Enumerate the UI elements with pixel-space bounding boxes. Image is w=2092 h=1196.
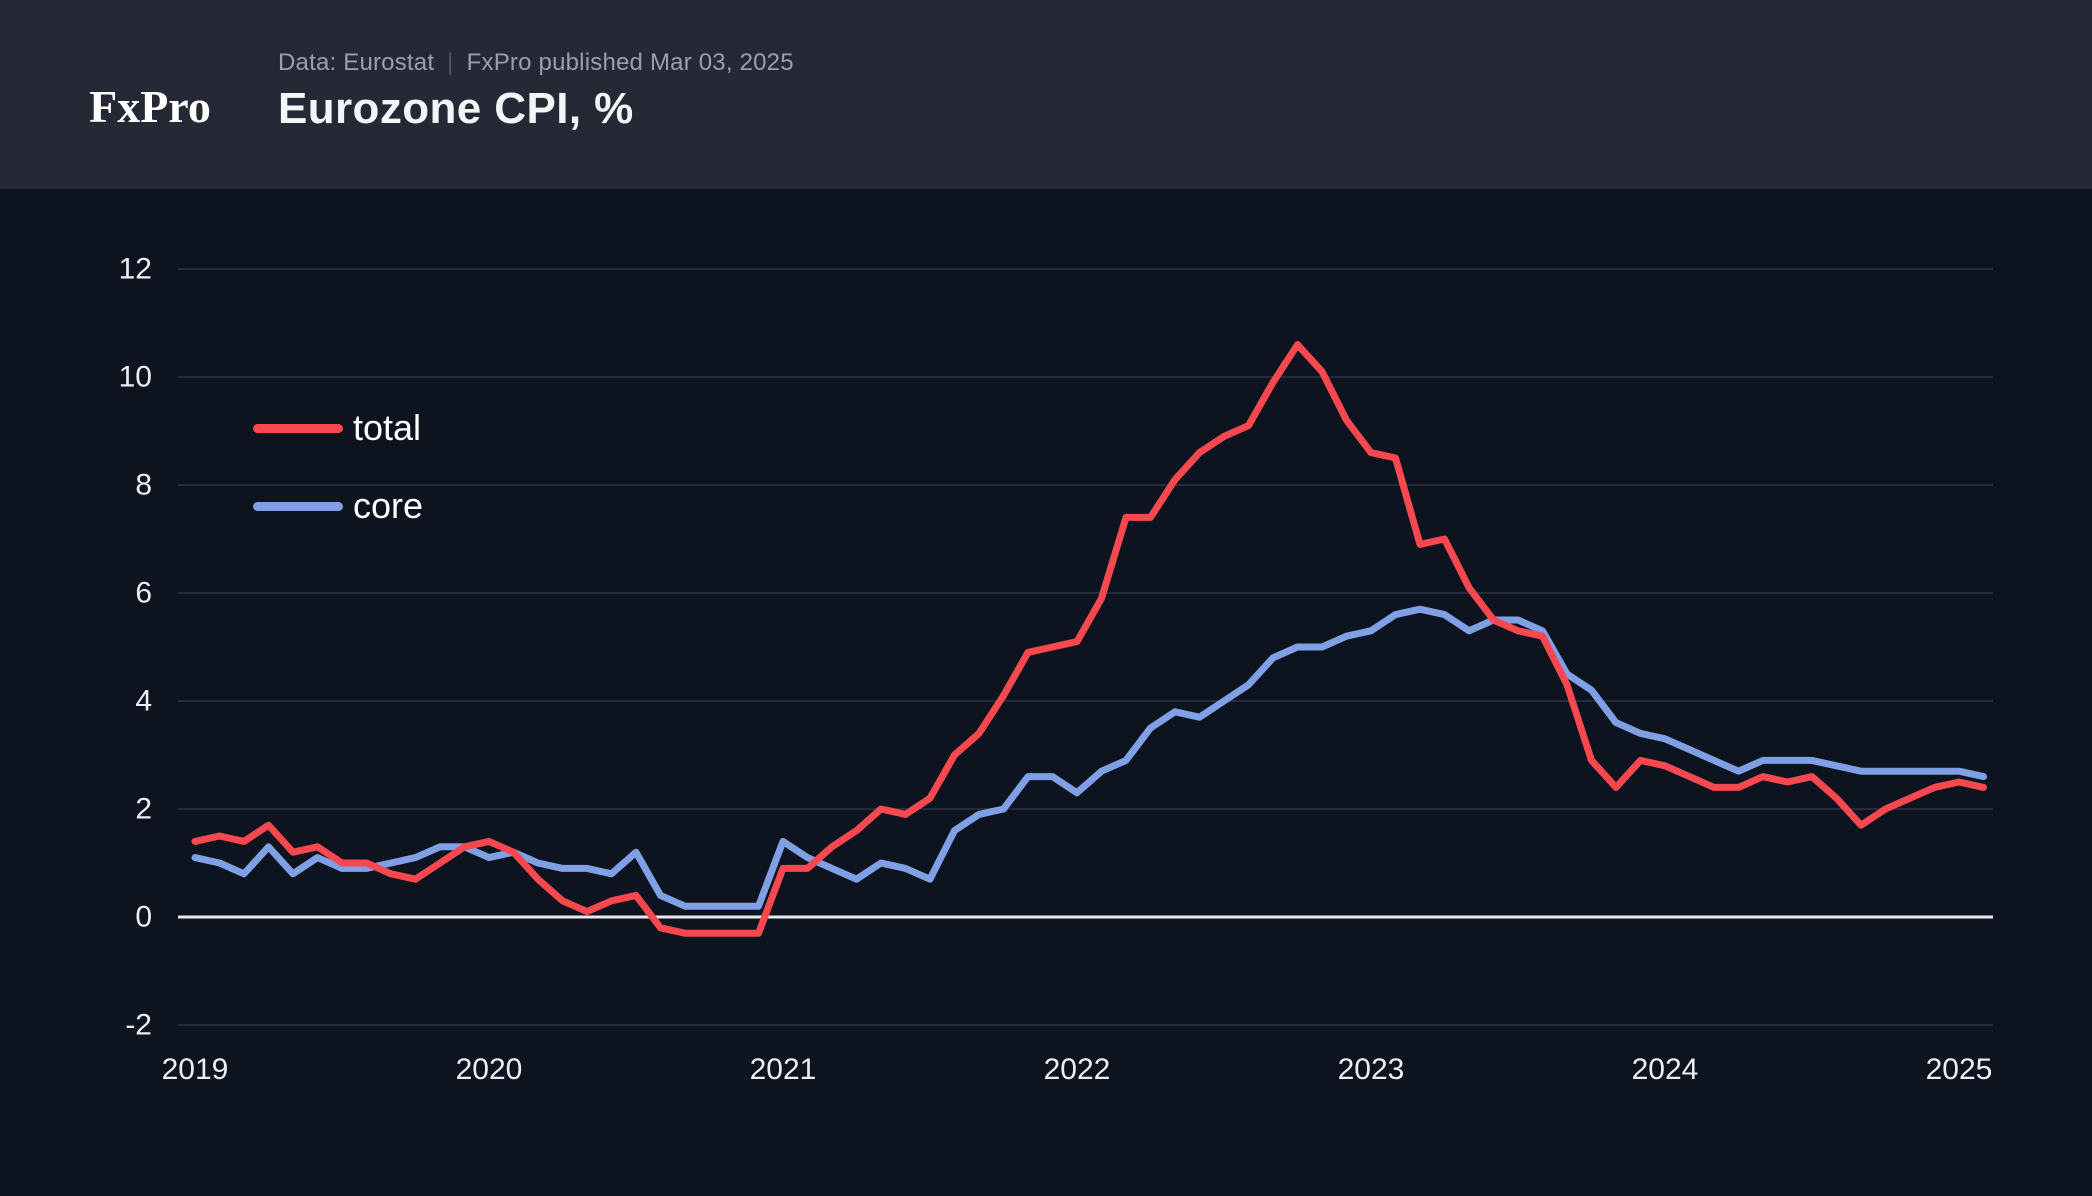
y-axis-tick-label: -2 [125, 1009, 152, 1042]
x-axis-tick-label: 2020 [456, 1053, 523, 1086]
y-axis-tick-label: 6 [135, 577, 152, 610]
published-date-label: FxPro published Mar 03, 2025 [466, 49, 794, 76]
x-axis-tick-label: 2024 [1632, 1053, 1699, 1086]
chart-source-caption: Data: Eurostat | FxPro published Mar 03,… [278, 48, 794, 78]
y-axis-tick-label: 12 [119, 253, 152, 286]
caption-separator: | [448, 49, 453, 76]
legend-label-total: total [353, 407, 422, 448]
cpi-line-chart: -2 0 2 4 6 8 10 12 2019 2020 2021 2022 2023 2024 2025 … [0, 189, 2092, 1196]
fxpro-logo: FxPro [79, 35, 221, 177]
series-line-total [191, 341, 1987, 937]
legend-swatch-total [253, 423, 343, 433]
y-axis-tick-label: 8 [135, 469, 152, 502]
series-line-core [191, 605, 1987, 910]
legend-item-total: total [253, 406, 423, 450]
x-axis-tick-label: 2023 [1338, 1053, 1405, 1086]
legend-swatch-core [253, 501, 343, 511]
y-axis-tick-label: 4 [135, 685, 152, 718]
chart-title: Eurozone CPI, % [278, 84, 634, 133]
x-axis-tick-label: 2025 [1926, 1053, 1993, 1086]
y-axis-tick-label: 0 [135, 901, 152, 934]
x-axis-tick-label: 2019 [162, 1053, 229, 1086]
y-axis-tick-label: 10 [119, 361, 152, 394]
data-source-label: Data: Eurostat [278, 49, 435, 76]
header-bar: FxPro Data: Eurostat | FxPro published M… [0, 0, 2092, 189]
fxpro-logo-text: FxPro [89, 80, 211, 132]
chart-legend: total core [253, 406, 423, 528]
chart-canvas: -2 0 2 4 6 8 10 12 2019 2020 2021 2022 2023 2024 2025 [119, 253, 1993, 1086]
legend-item-core: core [253, 484, 423, 528]
x-axis-tick-label: 2022 [1044, 1053, 1111, 1086]
y-axis-tick-label: 2 [135, 793, 152, 826]
legend-label-core: core [353, 485, 424, 526]
header-titles: Data: Eurostat | FxPro published Mar 03,… [278, 48, 794, 134]
x-axis-tick-label: 2021 [750, 1053, 817, 1086]
